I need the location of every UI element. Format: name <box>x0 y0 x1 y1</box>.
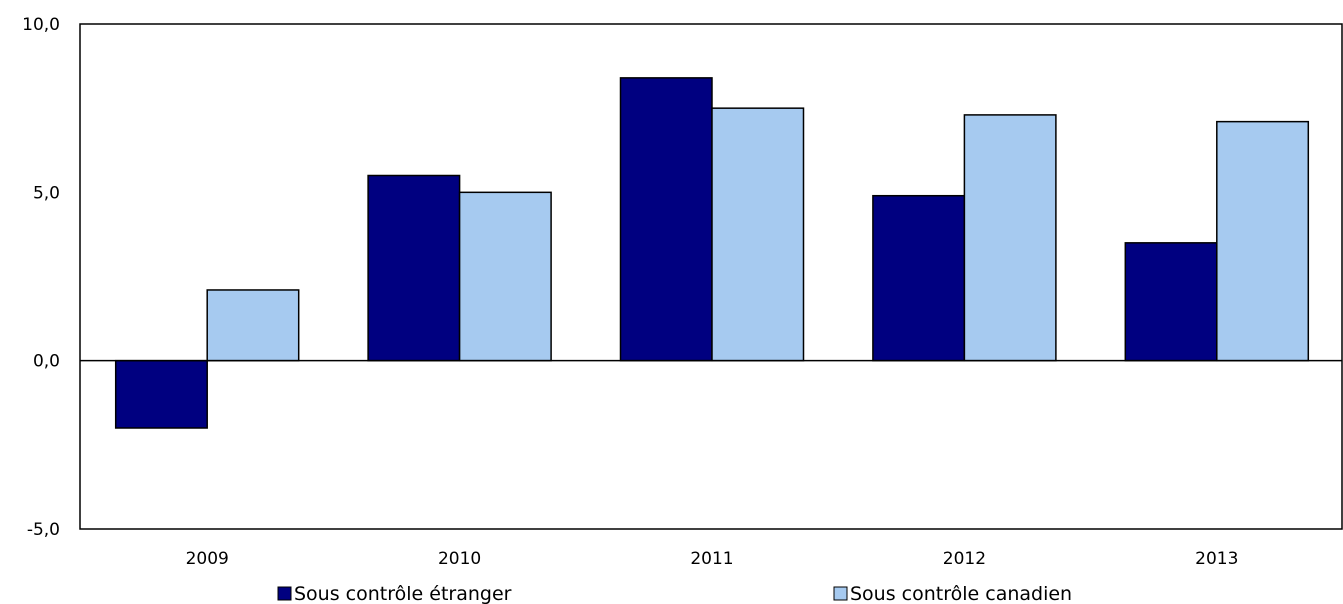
legend-label-canadian: Sous contrôle canadien <box>850 583 1072 604</box>
bar <box>1124 242 1218 362</box>
y-axis-tick-labels: -5,0 0,0 5,0 10,0 <box>22 15 60 540</box>
legend: Sous contrôle étranger Sous contrôle can… <box>277 583 1072 604</box>
x-tick-label: 2012 <box>943 549 986 569</box>
bars <box>114 77 1310 429</box>
y-tick-label: 5,0 <box>33 183 60 203</box>
plot-frame <box>79 23 1343 530</box>
y-tick-label: -5,0 <box>27 520 60 540</box>
bar <box>367 174 461 362</box>
x-tick-label: 2011 <box>690 549 733 569</box>
bar <box>206 289 300 362</box>
bar <box>458 191 552 362</box>
bar <box>963 114 1057 362</box>
x-axis-tick-labels: 2009 2010 2011 2012 2013 <box>186 549 1239 569</box>
y-tick-label: 10,0 <box>22 15 60 35</box>
legend-swatch-foreign <box>277 586 292 601</box>
bar <box>711 107 805 362</box>
legend-label-foreign: Sous contrôle étranger <box>294 583 512 604</box>
bar <box>619 77 713 362</box>
legend-swatch-canadian <box>833 586 848 601</box>
bar <box>1216 120 1310 362</box>
bar <box>872 194 966 362</box>
y-tick-label: 0,0 <box>33 352 60 372</box>
bar <box>114 359 208 429</box>
x-tick-label: 2013 <box>1195 549 1238 569</box>
x-tick-label: 2009 <box>186 549 229 569</box>
x-tick-label: 2010 <box>438 549 481 569</box>
